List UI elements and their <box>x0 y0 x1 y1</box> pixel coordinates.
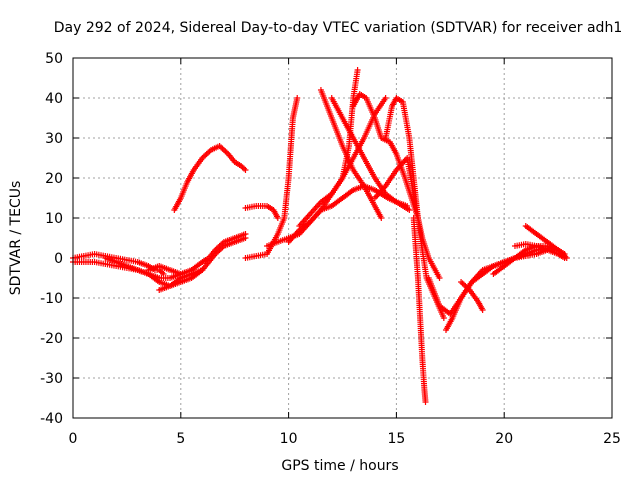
x-tick-label: 15 <box>387 431 405 447</box>
data-point <box>436 275 443 281</box>
series-track-19 <box>442 247 551 333</box>
series-track-23 <box>522 223 568 257</box>
x-tick-label: 5 <box>176 431 185 447</box>
series-track-10 <box>285 183 413 245</box>
series-track-14 <box>350 91 421 221</box>
data-point <box>382 95 389 101</box>
x-tick-label: 10 <box>280 431 298 447</box>
data-point <box>404 203 411 209</box>
axis-ticks: 0 5 10 15 20 25 -40 -30 -20 -10 0 10 20 30 40 50 <box>40 51 621 447</box>
data-point <box>177 271 184 277</box>
y-tick-label: 10 <box>45 211 63 227</box>
y-tick-label: 0 <box>54 251 63 267</box>
series-track-17 <box>410 215 429 405</box>
plot-frame <box>72 57 613 419</box>
data-points <box>70 67 570 405</box>
data-point <box>242 167 249 173</box>
data-point <box>422 399 429 405</box>
data-point <box>378 215 385 221</box>
series-track-16 <box>382 95 447 321</box>
data-point <box>440 315 447 321</box>
series-track-6 <box>171 143 249 213</box>
y-tick-label: 50 <box>45 51 63 67</box>
y-tick-label: 30 <box>45 131 63 147</box>
y-tick-label: -30 <box>40 371 63 387</box>
series-track-5 <box>145 263 184 277</box>
series-track-7 <box>242 203 281 221</box>
data-point <box>561 251 568 257</box>
y-tick-label: -40 <box>40 411 63 427</box>
data-point <box>406 207 413 213</box>
series-track-18 <box>425 245 562 317</box>
x-tick-label: 20 <box>495 431 513 447</box>
data-point <box>274 215 281 221</box>
y-tick-label: 20 <box>45 171 63 187</box>
series-track-4 <box>156 235 249 293</box>
y-axis-label: SDTVAR / TECUs <box>8 181 24 296</box>
x-tick-label: 0 <box>69 431 78 447</box>
y-tick-label: 40 <box>45 91 63 107</box>
data-point <box>242 235 249 241</box>
x-tick-label: 25 <box>603 431 621 447</box>
data-point <box>479 307 486 313</box>
x-axis-label: GPS time / hours <box>281 458 398 474</box>
series-track-20 <box>458 279 486 313</box>
data-point <box>354 67 361 73</box>
series-track-8 <box>242 95 301 261</box>
series-track-13 <box>328 95 411 209</box>
y-tick-label: -20 <box>40 331 63 347</box>
y-tick-label: -10 <box>40 291 63 307</box>
grid-lines <box>73 58 612 418</box>
data-point <box>294 95 301 101</box>
chart-title: Day 292 of 2024, Sidereal Day-to-day VTE… <box>54 20 622 36</box>
